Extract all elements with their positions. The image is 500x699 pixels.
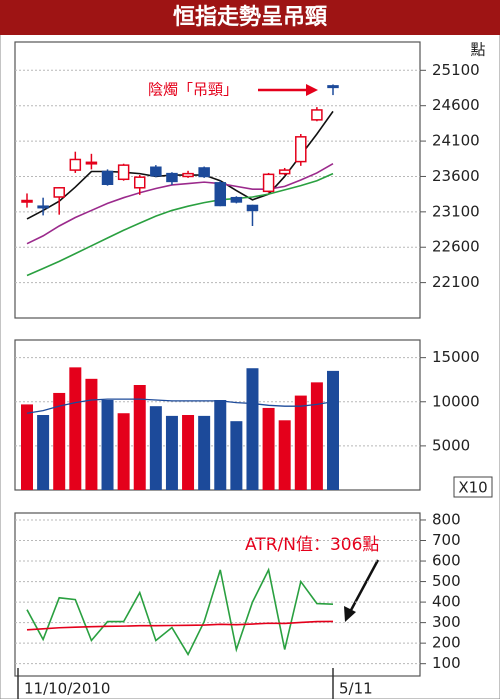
y-tick-label: 500: [432, 572, 461, 590]
bar: [262, 407, 275, 490]
title-bar: [0, 0, 500, 35]
candle-body: [150, 166, 162, 177]
candle-body: [69, 158, 82, 171]
candle-body: [133, 176, 146, 189]
line: [26, 620, 334, 631]
bar: [37, 415, 50, 490]
candle-body: [327, 85, 339, 89]
chart-title: 恒指走勢呈吊頸: [173, 4, 328, 30]
line: [26, 567, 334, 657]
unit-label: X10: [458, 479, 487, 497]
bar: [310, 382, 323, 490]
line: [26, 172, 334, 277]
x-tick-label: 11/10/2010: [24, 680, 110, 698]
y-tick-label: 400: [432, 593, 461, 611]
candle-body: [182, 172, 194, 178]
bar: [165, 415, 178, 490]
y-tick-label: 15000: [432, 348, 480, 366]
candle-body: [278, 169, 291, 175]
y-tick-label: 22600: [432, 238, 480, 256]
line: [26, 163, 334, 245]
bar: [246, 368, 259, 490]
bar: [294, 395, 307, 490]
line: [26, 398, 334, 414]
y-tick-label: 5000: [432, 436, 470, 454]
y-tick-label: 24600: [432, 96, 480, 114]
bar: [69, 367, 82, 490]
annotation-arrow: [348, 559, 380, 613]
annotation-arrowhead: [306, 84, 318, 96]
bar: [117, 413, 130, 490]
candle-body: [311, 109, 323, 121]
y-tick-label: 25100: [432, 61, 480, 79]
candle-body: [198, 167, 210, 178]
bar: [101, 400, 114, 490]
annotation-arrowhead: [344, 606, 356, 622]
y-tick-label: 700: [432, 531, 461, 549]
candle-body: [166, 172, 178, 183]
bar: [85, 378, 98, 490]
y-tick-label: 23600: [432, 167, 480, 185]
bar: [182, 415, 195, 490]
bar: [21, 404, 33, 490]
price-frame: [14, 41, 421, 319]
y-tick-label: 24100: [432, 132, 480, 150]
candle-body: [101, 170, 114, 185]
bar: [230, 421, 243, 490]
candle-body: [53, 187, 65, 198]
candle-body: [21, 199, 33, 203]
line: [26, 110, 334, 220]
unit-label: 點: [470, 41, 485, 59]
candle-body: [37, 205, 49, 209]
y-tick-label: 600: [432, 552, 461, 570]
candle-body: [85, 161, 98, 165]
atr-frame: [14, 512, 421, 677]
y-tick-label: 10000: [432, 392, 480, 410]
y-tick-label: 200: [432, 634, 461, 652]
bar: [327, 370, 339, 490]
bar: [214, 400, 227, 490]
candle-body: [214, 182, 227, 207]
x-tick-label: 5/11: [339, 680, 373, 698]
y-tick-label: 800: [432, 510, 461, 528]
candle-body: [230, 196, 243, 203]
annotation: ATR/N值：306點: [245, 535, 379, 555]
bar: [133, 385, 146, 490]
y-tick-label: 300: [432, 613, 461, 631]
candle-body: [262, 173, 275, 193]
unit-box: [453, 476, 493, 498]
bar: [53, 392, 66, 490]
y-tick-label: 22100: [432, 273, 480, 291]
annotation: 陰燭「吊頸」: [148, 81, 238, 99]
bar: [149, 406, 162, 490]
bar: [278, 420, 291, 490]
candle-body: [295, 136, 307, 163]
y-tick-label: 100: [432, 654, 461, 672]
candle-body: [246, 204, 259, 212]
bar: [198, 415, 211, 490]
candle-body: [117, 164, 130, 181]
y-tick-label: 23100: [432, 202, 480, 220]
